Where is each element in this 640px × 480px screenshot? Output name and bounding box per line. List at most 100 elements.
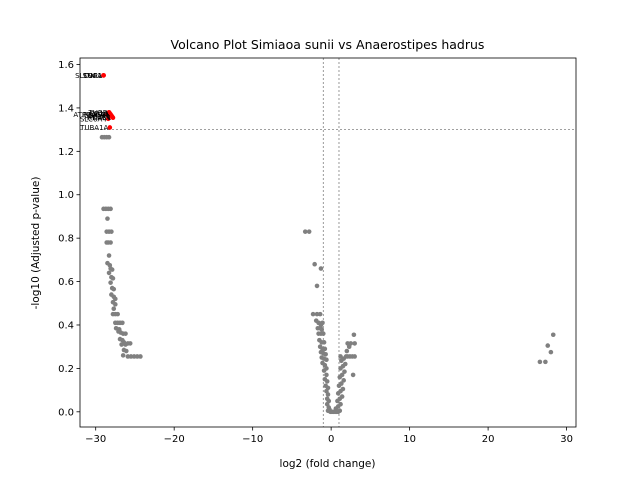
x-tick-label: 10 bbox=[403, 434, 416, 445]
point-label: CD19 bbox=[89, 110, 108, 118]
data-point bbox=[111, 286, 117, 292]
data-point bbox=[109, 267, 115, 272]
significant-point bbox=[105, 116, 111, 122]
y-tick-label: 0.6 bbox=[58, 277, 74, 288]
data-point bbox=[123, 331, 128, 336]
point-label: SLC9A1 bbox=[75, 72, 102, 80]
data-point bbox=[550, 332, 556, 338]
data-point bbox=[138, 354, 143, 359]
y-tick-label: 1.0 bbox=[58, 190, 74, 201]
y-tick-label: 0.8 bbox=[58, 234, 74, 245]
y-axis-label: -log10 (Adjusted p-value) bbox=[30, 177, 42, 310]
point-label: TOP1 bbox=[83, 72, 102, 80]
data-point bbox=[319, 327, 325, 332]
data-point bbox=[109, 229, 114, 234]
data-point bbox=[314, 283, 320, 289]
data-point bbox=[352, 354, 357, 359]
x-tick-label: 20 bbox=[482, 434, 495, 445]
data-points bbox=[99, 73, 556, 415]
data-point bbox=[339, 372, 345, 378]
data-point bbox=[127, 341, 133, 346]
data-point bbox=[323, 351, 328, 357]
data-point bbox=[339, 381, 344, 386]
data-point bbox=[351, 332, 357, 338]
data-point bbox=[302, 229, 308, 234]
x-tick-label: 0 bbox=[328, 434, 334, 445]
data-point bbox=[352, 341, 357, 346]
data-point bbox=[322, 346, 328, 352]
x-tick-label: −20 bbox=[164, 434, 185, 445]
data-point bbox=[339, 394, 345, 399]
data-point bbox=[318, 266, 324, 271]
x-tick-label: −10 bbox=[242, 434, 263, 445]
data-point bbox=[324, 357, 329, 363]
plot-frame bbox=[79, 57, 577, 428]
point-label: TUBB bbox=[88, 109, 108, 117]
y-tick-label: 0.0 bbox=[58, 407, 74, 418]
data-point bbox=[545, 343, 551, 348]
x-axis-label: log2 (fold change) bbox=[280, 458, 376, 470]
y-axis-ticks: 0.0 0.2 0.4 0.6 0.8 1.0 1.2 1.4 1.6 bbox=[58, 60, 80, 418]
data-point bbox=[340, 386, 346, 392]
point-label: SNCA bbox=[83, 72, 103, 80]
y-tick-label: 0.4 bbox=[58, 320, 74, 331]
data-point bbox=[124, 348, 129, 354]
data-point bbox=[108, 206, 113, 212]
x-axis-ticks: −30 −20 −10 0 10 20 30 bbox=[85, 427, 573, 445]
data-point bbox=[537, 359, 543, 365]
data-point bbox=[321, 368, 327, 373]
data-point bbox=[317, 311, 323, 317]
chart-title: Volcano Plot Simiaoa sunii vs Anaerostip… bbox=[171, 37, 485, 52]
data-point bbox=[105, 216, 110, 221]
data-point bbox=[344, 348, 350, 354]
data-point bbox=[338, 354, 343, 359]
significant-point bbox=[107, 125, 113, 130]
y-tick-label: 0.2 bbox=[58, 364, 74, 375]
data-point bbox=[543, 359, 548, 365]
significant-point bbox=[110, 115, 116, 120]
point-label: ATP2A1 bbox=[84, 113, 110, 121]
point-label: SLC6A4 bbox=[80, 115, 107, 123]
x-tick-label: 30 bbox=[560, 434, 573, 445]
data-point bbox=[350, 372, 356, 378]
data-point bbox=[348, 341, 354, 346]
data-point bbox=[113, 296, 118, 302]
data-point bbox=[306, 229, 312, 234]
point-label: HDAC1 bbox=[87, 114, 112, 122]
point-label: GRIN1 bbox=[88, 112, 110, 120]
data-point bbox=[342, 361, 348, 367]
threshold-lines bbox=[80, 58, 576, 427]
data-point bbox=[115, 311, 120, 317]
data-point bbox=[338, 401, 343, 407]
data-point bbox=[111, 306, 117, 312]
data-point bbox=[548, 349, 554, 355]
y-tick-label: 1.6 bbox=[58, 60, 74, 71]
data-point bbox=[119, 342, 124, 347]
data-point bbox=[106, 253, 112, 258]
data-point bbox=[110, 276, 116, 281]
point-label: PTGS2 bbox=[83, 111, 106, 119]
data-point bbox=[108, 240, 113, 245]
data-point bbox=[342, 369, 347, 374]
data-point bbox=[321, 340, 327, 345]
data-point bbox=[320, 320, 325, 326]
data-point bbox=[310, 311, 316, 317]
data-point bbox=[320, 331, 326, 336]
data-point bbox=[312, 261, 317, 267]
data-point bbox=[113, 302, 118, 307]
data-point bbox=[324, 379, 330, 384]
data-point bbox=[106, 134, 112, 140]
data-point bbox=[120, 320, 125, 326]
point-label: ATP6V0A1 bbox=[73, 111, 109, 119]
y-tick-label: 1.2 bbox=[58, 147, 74, 158]
x-tick-label: −30 bbox=[85, 434, 106, 445]
data-point bbox=[341, 378, 346, 383]
data-point bbox=[324, 372, 329, 378]
data-point bbox=[337, 408, 343, 414]
point-label: TUBA1A bbox=[79, 124, 108, 132]
significant-point bbox=[105, 112, 110, 117]
y-tick-label: 1.4 bbox=[58, 103, 74, 114]
data-point bbox=[120, 353, 126, 358]
